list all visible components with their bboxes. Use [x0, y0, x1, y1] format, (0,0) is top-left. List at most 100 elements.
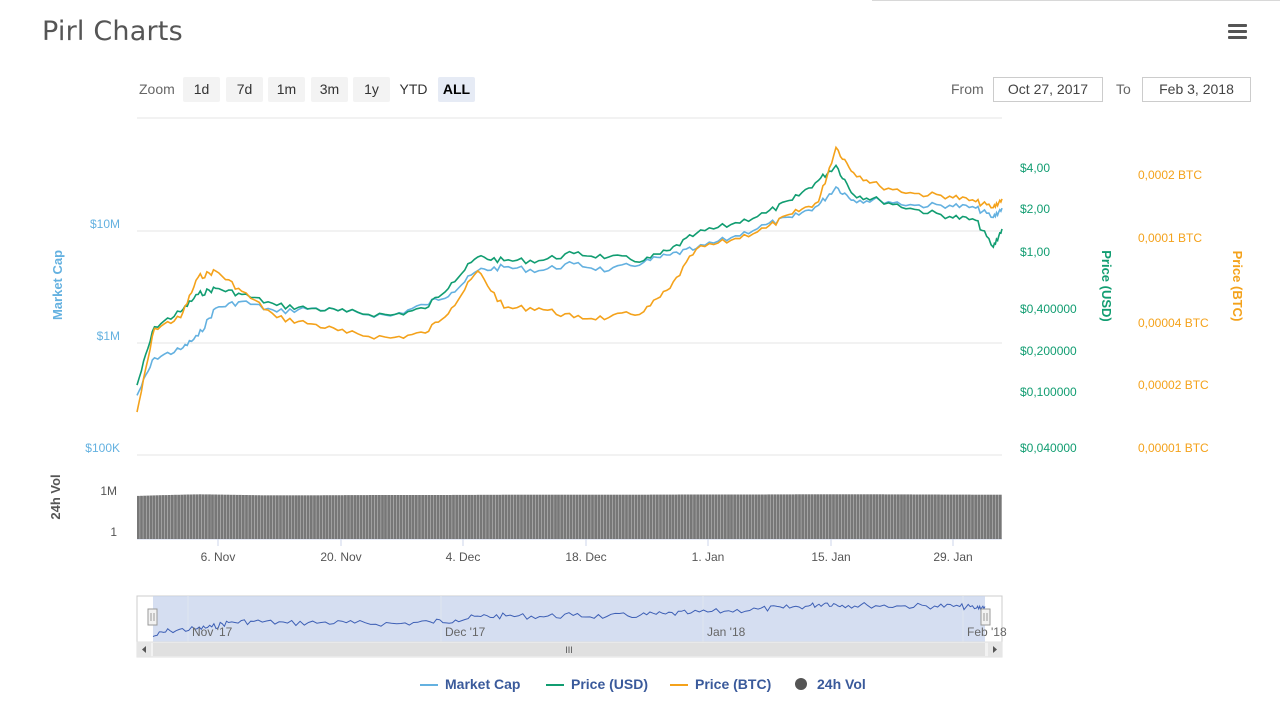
volume-bar	[813, 494, 817, 539]
volume-bar	[415, 495, 418, 539]
zoom-button-3m[interactable]: 3m	[311, 77, 348, 102]
volume-bar	[325, 495, 329, 539]
navigator-handle-left[interactable]	[147, 608, 158, 626]
price-usd-tick: $0,400000	[1020, 302, 1077, 316]
hamburger-menu-icon[interactable]	[1226, 22, 1250, 42]
volume-bar	[714, 494, 718, 539]
navigator[interactable]: Nov '17 Dec '17 Jan '18 Feb '18	[136, 595, 1007, 643]
price-btc-tick: 0,0002 BTC	[1138, 168, 1202, 182]
zoom-button-1y[interactable]: 1y	[353, 77, 390, 102]
volume-bar	[517, 494, 520, 539]
volume-bar	[313, 495, 316, 539]
market-cap-tick: $1M	[97, 329, 120, 343]
zoom-button-1d[interactable]: 1d	[183, 77, 220, 102]
volume-bar	[745, 494, 749, 539]
x-tick: 29. Jan	[933, 550, 972, 564]
volume-bar	[137, 495, 140, 539]
volume-bar	[724, 494, 727, 539]
legend-item-volume[interactable]: 24h Vol	[817, 676, 866, 692]
arrow-right-icon	[993, 646, 997, 653]
volume-bar	[930, 494, 934, 539]
volume-bar	[411, 495, 415, 539]
volume-bar	[337, 495, 341, 539]
volume-bar	[344, 495, 347, 539]
volume-bar	[433, 495, 437, 539]
market-cap-axis-title: Market Cap	[50, 250, 65, 320]
volume-bar	[171, 494, 174, 539]
volume-bar	[458, 494, 462, 539]
volume-bar	[547, 494, 551, 539]
volume-bar	[229, 494, 233, 539]
volume-bar	[384, 495, 387, 539]
volume-bar	[853, 494, 857, 539]
price-usd-tick: $2,00	[1020, 202, 1050, 216]
volume-bar	[686, 494, 690, 539]
volume-bar	[140, 495, 143, 539]
volume-bar	[418, 495, 421, 539]
volume-bar	[211, 494, 214, 539]
volume-bar	[538, 494, 542, 539]
volume-bar	[949, 494, 953, 539]
volume-bar	[452, 494, 455, 539]
volume-bar	[439, 495, 443, 539]
zoom-button-ytd[interactable]: YTD	[399, 81, 428, 97]
navigator-series-line	[152, 601, 986, 637]
volume-bar	[702, 494, 706, 539]
volume-bar	[711, 494, 715, 539]
market-cap-line	[136, 185, 1003, 396]
legend-item-price-btc[interactable]: Price (BTC)	[695, 676, 772, 692]
navigator-handle-right[interactable]	[980, 608, 991, 626]
range-from-input[interactable]: Oct 27, 2017	[993, 77, 1103, 102]
volume-bar	[405, 495, 409, 539]
volume-bar	[785, 494, 789, 539]
volume-bar	[402, 495, 406, 539]
volume-bar	[569, 494, 573, 539]
volume-bar	[671, 494, 675, 539]
volume-bar	[551, 494, 554, 539]
volume-bar	[223, 494, 227, 539]
volume-bar	[513, 494, 517, 539]
range-to-label: To	[1116, 81, 1131, 97]
volume-bar	[251, 495, 255, 539]
volume-bar	[272, 495, 276, 539]
gridlines	[137, 117, 1002, 540]
volume-bar	[751, 494, 755, 539]
scrollbar[interactable]: III	[136, 641, 1003, 658]
zoom-button-1m[interactable]: 1m	[268, 77, 305, 102]
volume-bar	[847, 494, 851, 539]
volume-bar	[825, 494, 829, 539]
volume-bar	[195, 494, 199, 539]
price-btc-tick: 0,00001 BTC	[1138, 441, 1209, 455]
volume-bar	[535, 494, 539, 539]
navigator-tick: Nov '17	[192, 625, 233, 639]
price-usd-axis-title: Price (USD)	[1099, 250, 1114, 322]
volume-bar	[192, 494, 196, 539]
range-to-input[interactable]: Feb 3, 2018	[1142, 77, 1251, 102]
x-tick: 1. Jan	[692, 550, 725, 564]
volume-bar	[779, 494, 783, 539]
arrow-left-icon	[142, 646, 146, 653]
volume-bar	[578, 494, 582, 539]
legend-item-price-usd[interactable]: Price (USD)	[571, 676, 649, 692]
volume-bar	[934, 494, 937, 539]
zoom-button-7d[interactable]: 7d	[226, 77, 263, 102]
volume-bar	[618, 494, 622, 539]
volume-bar	[603, 494, 607, 539]
legend-item-market-cap[interactable]: Market Cap	[445, 676, 521, 692]
legend-swatch-price-usd	[546, 684, 564, 686]
volume-bar	[927, 494, 931, 539]
navigator-mask[interactable]	[153, 596, 985, 642]
volume-bar	[442, 495, 446, 539]
volume-bar	[217, 494, 221, 539]
zoom-button-all[interactable]: ALL	[438, 77, 475, 102]
volume-bar	[214, 494, 217, 539]
volume-bar	[544, 494, 548, 539]
volume-bar	[754, 494, 758, 539]
volume-bar	[198, 494, 202, 539]
volume-bar	[263, 495, 267, 539]
volume-bar	[152, 495, 156, 539]
volume-bar	[964, 494, 968, 539]
volume-bar	[387, 495, 390, 539]
scrollbar-thumb[interactable]	[153, 643, 985, 656]
volume-bar	[791, 494, 795, 539]
